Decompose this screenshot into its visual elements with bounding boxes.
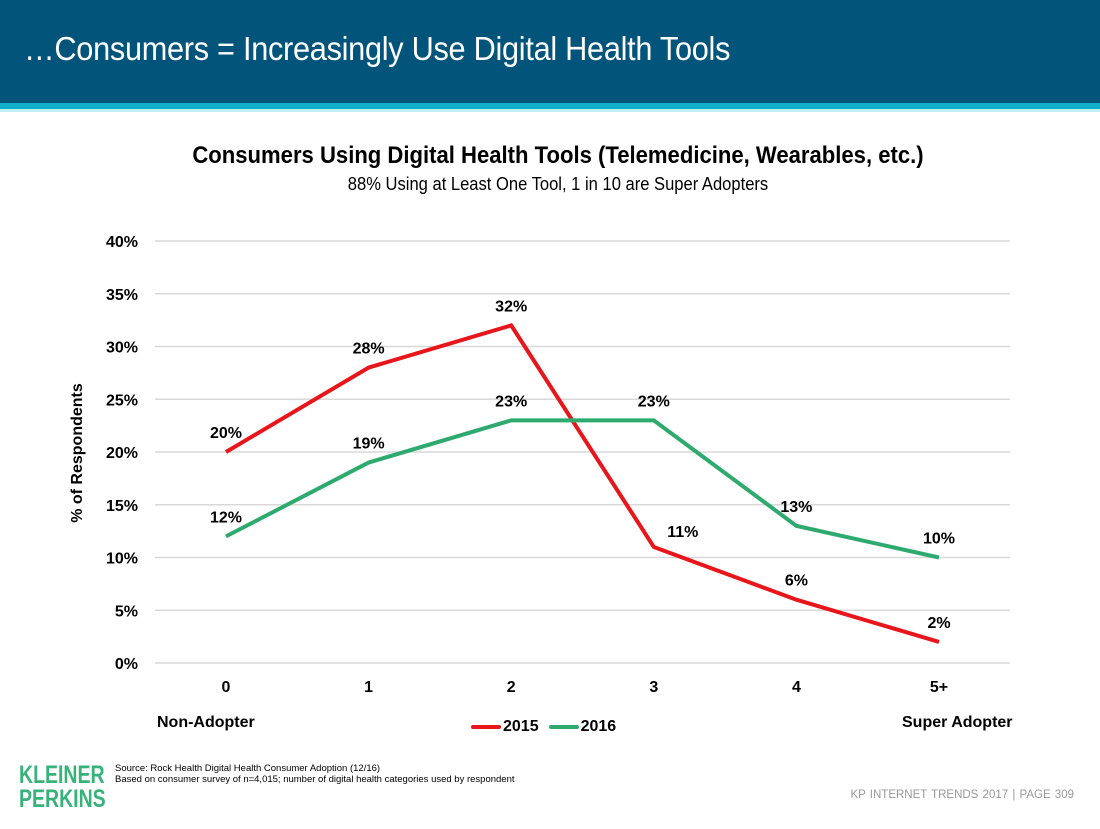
x-end-label-right: Super Adopter	[902, 714, 1013, 731]
y-tick-label: 35%	[106, 287, 138, 304]
legend-label-2015: 2015	[503, 718, 539, 735]
data-label-2016: 12%	[210, 509, 242, 526]
data-label-2016: 13%	[780, 499, 812, 516]
series-line-2015	[224, 323, 940, 644]
data-label-2016: 19%	[353, 436, 385, 453]
data-label-2016: 10%	[923, 531, 955, 548]
source-line-1: Source: Rock Health Digital Health Consu…	[115, 763, 381, 774]
y-tick-label: 5%	[115, 603, 138, 620]
data-label-2015: 11%	[667, 524, 698, 541]
x-tick-label: 4	[792, 679, 801, 696]
legend-item-2015: 2015	[471, 718, 539, 736]
kleiner-perkins-logo: KLEINER PERKINS	[19, 761, 106, 813]
chart-title: Consumers Using Digital Health Tools (Te…	[192, 142, 924, 169]
data-label-2016: 23%	[638, 393, 670, 410]
data-label-2015: 2%	[927, 615, 950, 632]
x-tick-label: 1	[364, 679, 373, 696]
y-tick-label: 30%	[106, 340, 138, 357]
legend-label-2016: 2016	[580, 718, 617, 735]
data-label-2015: 20%	[210, 425, 242, 442]
legend-swatch-2016	[548, 725, 579, 729]
x-tick-label: 5+	[930, 679, 948, 696]
series-line-2016	[225, 418, 940, 560]
y-axis-ticks: 0% 5% 10% 15% 20% 25% 30% 35% 40%	[106, 234, 138, 673]
logo-line-1: KLEINER	[19, 761, 105, 789]
x-tick-label: 3	[649, 679, 658, 696]
chart-subtitle: 88% Using at Least One Tool, 1 in 10 are…	[347, 174, 769, 194]
source-line-2: Based on consumer survey of n=4,015; num…	[115, 774, 515, 785]
x-end-label-left: Non-Adopter	[157, 714, 255, 731]
slide-title: …Consumers = Increasingly Use Digital He…	[24, 30, 731, 67]
y-tick-label: 40%	[106, 234, 138, 251]
data-label-2015: 28%	[353, 341, 385, 358]
y-axis-label: % of Respondents	[69, 383, 86, 523]
page-footer: KP INTERNET TRENDS 2017 | PAGE 309	[850, 789, 1074, 801]
x-tick-label: 0	[222, 679, 231, 696]
data-labels: 20% 28% 32% 11% 6% 2% 12% 19% 23% 23% 13% 10%	[210, 298, 955, 632]
data-label-2015: 6%	[785, 573, 808, 590]
y-tick-label: 0%	[115, 656, 138, 673]
y-tick-label: 25%	[106, 392, 138, 409]
legend-swatch-2015	[471, 725, 501, 729]
x-axis-ticks: 0 1 2 3 4 5+	[222, 679, 949, 696]
y-tick-label: 15%	[106, 498, 138, 515]
data-label-2015: 32%	[495, 298, 527, 315]
data-label-2016: 23%	[495, 393, 527, 410]
source-note: Source: Rock Health Digital Health Consu…	[115, 763, 515, 785]
gridlines	[155, 240, 1010, 664]
chart-legend: 2015 2016	[471, 718, 626, 736]
x-tick-label: 2	[507, 679, 516, 696]
slide-header	[0, 0, 1100, 103]
header-accent-stripe-light	[0, 109, 1100, 112]
logo-line-2: PERKINS	[19, 785, 106, 813]
y-tick-label: 20%	[106, 445, 138, 462]
y-tick-label: 10%	[106, 551, 138, 568]
legend-item-2016: 2016	[548, 718, 617, 736]
series-lines	[224, 323, 940, 644]
header-accent-stripe	[0, 103, 1100, 109]
